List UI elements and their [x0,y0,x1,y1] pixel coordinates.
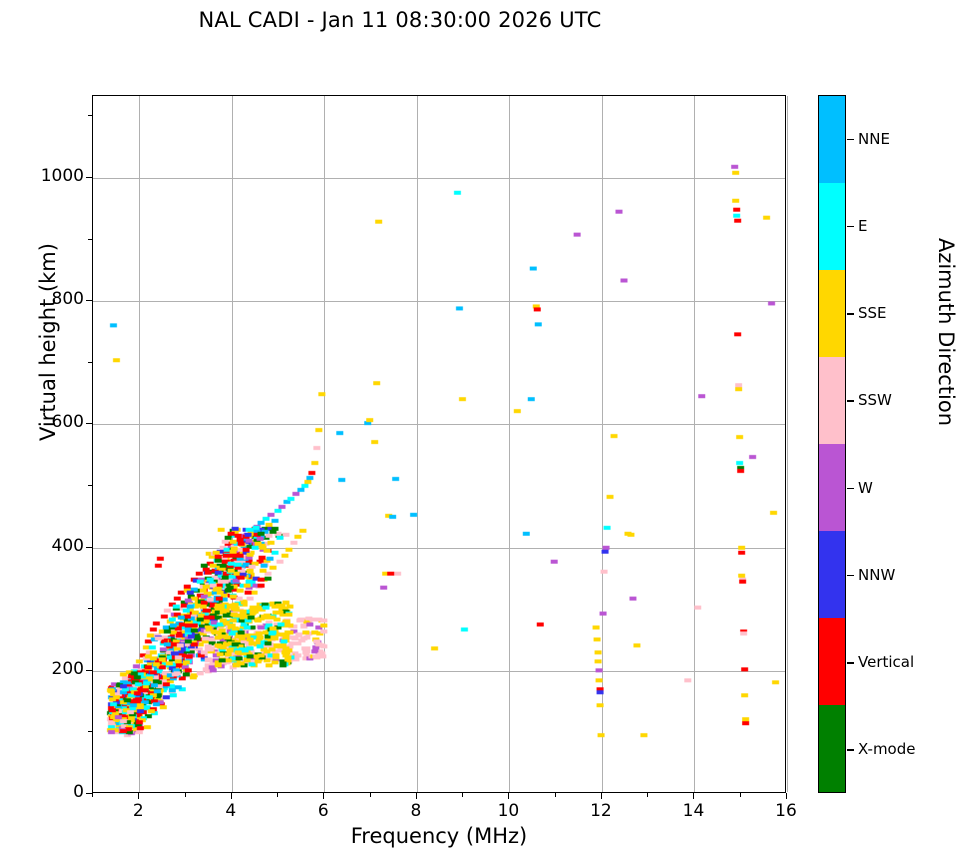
colorbar-segment-sse [819,270,845,357]
x-axis-tick-label: 16 [775,801,797,821]
y-axis-tick-label: 0 [73,782,84,802]
colorbar-tick [847,487,854,490]
x-axis-tick-label: 8 [410,801,422,821]
y-axis-tick-minor [88,238,92,240]
colorbar-label-vertical: Vertical [858,653,915,672]
y-axis-tick-minor [88,115,92,117]
colorbar-label-x-mode: X-mode [858,740,916,759]
colorbar-title: Azimuth Direction [934,237,958,427]
colorbar-tick [847,138,854,141]
colorbar-segment-e [819,183,845,270]
x-axis-tick-label: 14 [682,801,705,821]
x-axis-tick-label: 10 [497,801,520,821]
y-axis-tick [86,176,92,178]
x-axis-tick-minor [184,793,186,797]
gridline-vertical [787,96,788,792]
colorbar-tick [847,225,854,228]
x-axis-tick-minor [277,793,279,797]
y-axis-label: Virtual height (km) [36,243,60,441]
colorbar-tick [847,662,854,664]
y-axis-tick-label: 400 [51,535,84,556]
y-axis-tick-label: 800 [51,289,84,310]
y-axis-tick [86,300,92,302]
colorbar-tick [847,313,854,315]
y-axis-tick [86,669,92,671]
x-axis-tick [786,793,787,799]
colorbar-segment-vertical [819,618,845,705]
x-axis-tick-minor [647,793,649,797]
x-axis-tick-label: 12 [590,801,612,821]
colorbar-label-w: W [858,478,873,497]
x-axis-label: Frequency (MHz) [350,824,528,848]
colorbar-label-nnw: NNW [858,565,896,584]
colorbar-segment-ssw [819,357,845,444]
colorbar-segment-nnw [819,531,845,618]
colorbar-label-sse: SSE [858,304,887,323]
colorbar-label-e: E [858,216,868,235]
y-axis-tick [86,793,92,794]
plot-area [92,95,788,793]
x-axis-tick-minor [554,793,556,797]
x-axis-tick-minor [739,793,741,797]
y-axis-tick-minor [88,731,92,733]
colorbar-segment-nne [819,96,845,183]
x-axis-tick [600,793,602,799]
y-axis-tick-label: 200 [51,658,84,679]
x-axis-tick-minor [369,793,371,797]
x-axis-tick [323,793,325,799]
x-axis-tick [508,793,510,799]
y-axis-tick-label: 600 [51,412,84,433]
x-axis-tick-minor [462,793,464,797]
x-axis-tick [693,793,695,799]
colorbar-tick [847,574,854,577]
y-axis-tick [86,423,92,425]
x-axis-tick [230,793,232,799]
page-title: NAL CADI - Jan 11 08:30:00 2026 UTC [198,8,602,32]
colorbar-label-nne: NNE [858,129,890,148]
colorbar-segment-x-mode [819,705,845,792]
colorbar [818,95,846,793]
colorbar-label-ssw: SSW [858,391,892,410]
colorbar-segment-w [819,444,845,531]
x-axis-tick-minor [92,793,93,797]
x-axis-tick [138,793,140,799]
y-axis-tick [86,546,92,548]
y-axis-tick-minor [88,608,92,610]
x-axis-tick-label: 4 [225,801,237,821]
x-axis-tick-label: 2 [132,801,144,821]
y-axis-tick-label: 1000 [40,165,84,186]
colorbar-tick [847,749,854,751]
scatter-canvas [93,96,785,792]
x-axis-tick-label: 6 [317,801,329,821]
colorbar-tick [847,400,854,402]
y-axis-tick-minor [88,361,92,363]
y-axis-tick-minor [88,484,92,486]
x-axis-tick [415,793,417,799]
